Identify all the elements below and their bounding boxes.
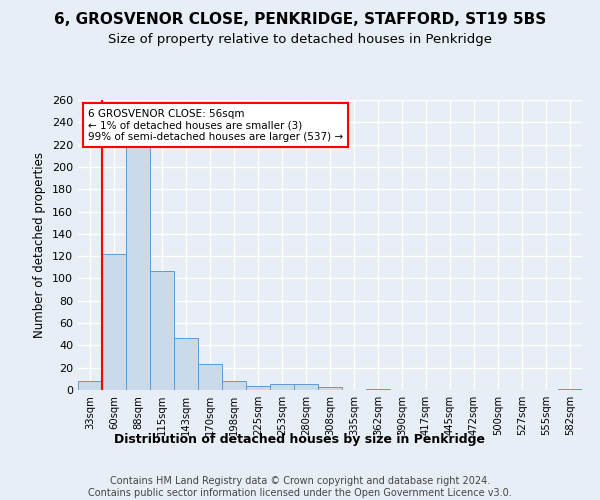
Bar: [150, 270, 174, 390]
Text: 6, GROSVENOR CLOSE, PENKRIDGE, STAFFORD, ST19 5BS: 6, GROSVENOR CLOSE, PENKRIDGE, STAFFORD,…: [54, 12, 546, 28]
Bar: [222, 381, 246, 390]
Bar: [558, 389, 582, 390]
Bar: [246, 386, 270, 390]
Text: Size of property relative to detached houses in Penkridge: Size of property relative to detached ho…: [108, 32, 492, 46]
Bar: [126, 147, 150, 390]
Bar: [174, 338, 198, 390]
Bar: [366, 389, 390, 390]
Text: Distribution of detached houses by size in Penkridge: Distribution of detached houses by size …: [115, 432, 485, 446]
Bar: [318, 386, 342, 390]
Text: 6 GROSVENOR CLOSE: 56sqm
← 1% of detached houses are smaller (3)
99% of semi-det: 6 GROSVENOR CLOSE: 56sqm ← 1% of detache…: [88, 108, 343, 142]
Bar: [78, 381, 102, 390]
Bar: [198, 364, 222, 390]
Y-axis label: Number of detached properties: Number of detached properties: [34, 152, 46, 338]
Bar: [270, 384, 294, 390]
Bar: [294, 384, 318, 390]
Bar: [102, 254, 126, 390]
Text: Contains HM Land Registry data © Crown copyright and database right 2024.
Contai: Contains HM Land Registry data © Crown c…: [88, 476, 512, 498]
